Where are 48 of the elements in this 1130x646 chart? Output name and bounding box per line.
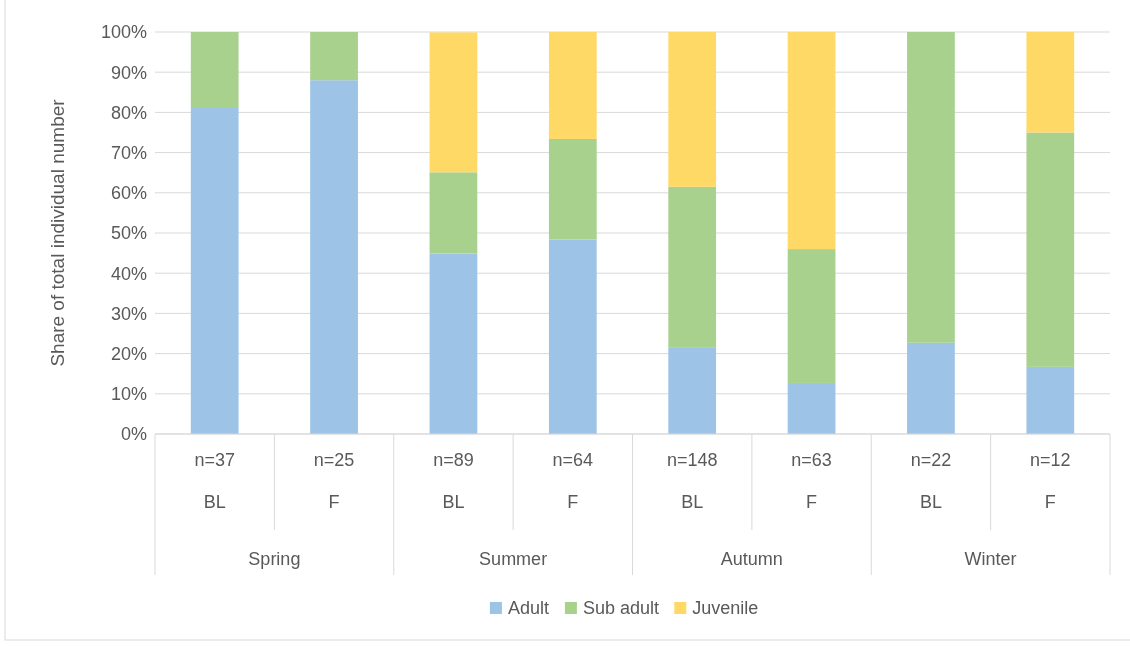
bar (548, 138, 597, 240)
y-tick-label: 30% (110, 303, 147, 324)
bar (429, 253, 478, 434)
text: Summer (479, 549, 548, 569)
bar (429, 32, 478, 173)
category-label: n=12 F (1030, 450, 1071, 512)
y-tick-label: 90% (110, 62, 147, 83)
category-label: n=63 F (791, 450, 832, 512)
bar (429, 172, 478, 254)
y-tick-label: 100% (100, 22, 147, 43)
category-label: n=22 BL (910, 450, 952, 512)
y-tick-label: 50% (110, 223, 147, 244)
bar (190, 32, 239, 108)
y-tick-label: 70% (110, 142, 147, 163)
bar (907, 32, 955, 343)
y-tick-label: 60% (110, 183, 147, 204)
category-label: n=148 BL (666, 450, 718, 512)
y-tick-label: 40% (110, 263, 147, 284)
bar (310, 32, 358, 81)
bar (668, 186, 717, 348)
text: Autumn (720, 549, 783, 569)
text: Spring (248, 549, 301, 569)
bar (1026, 366, 1075, 434)
legend-label: Juvenile (692, 598, 759, 618)
bar (787, 382, 836, 434)
y-tick-label: 0% (120, 424, 147, 445)
category-label: n=37 BL (194, 450, 235, 512)
bar (668, 32, 717, 187)
bar (548, 239, 597, 434)
text: Winter (964, 549, 1017, 569)
y-tick-label: 80% (110, 102, 147, 123)
category-label: n=64 F (552, 450, 594, 512)
bar (787, 32, 836, 250)
bar (907, 342, 955, 434)
category-label: n=89 BL (433, 450, 474, 512)
bar (1026, 32, 1075, 133)
bar (1026, 132, 1075, 367)
legend-label: Sub adult (582, 598, 659, 618)
bar (548, 32, 597, 139)
bar (310, 80, 358, 434)
y-tick-label: 10% (110, 384, 147, 405)
bar (190, 107, 239, 434)
bar (668, 347, 717, 434)
y-tick-label: 20% (110, 343, 147, 364)
legend-label: Adult (507, 598, 549, 618)
bar (787, 249, 836, 383)
y-axis-title: Share of total individual number (47, 98, 68, 367)
category-label: n=25 F (313, 450, 355, 512)
